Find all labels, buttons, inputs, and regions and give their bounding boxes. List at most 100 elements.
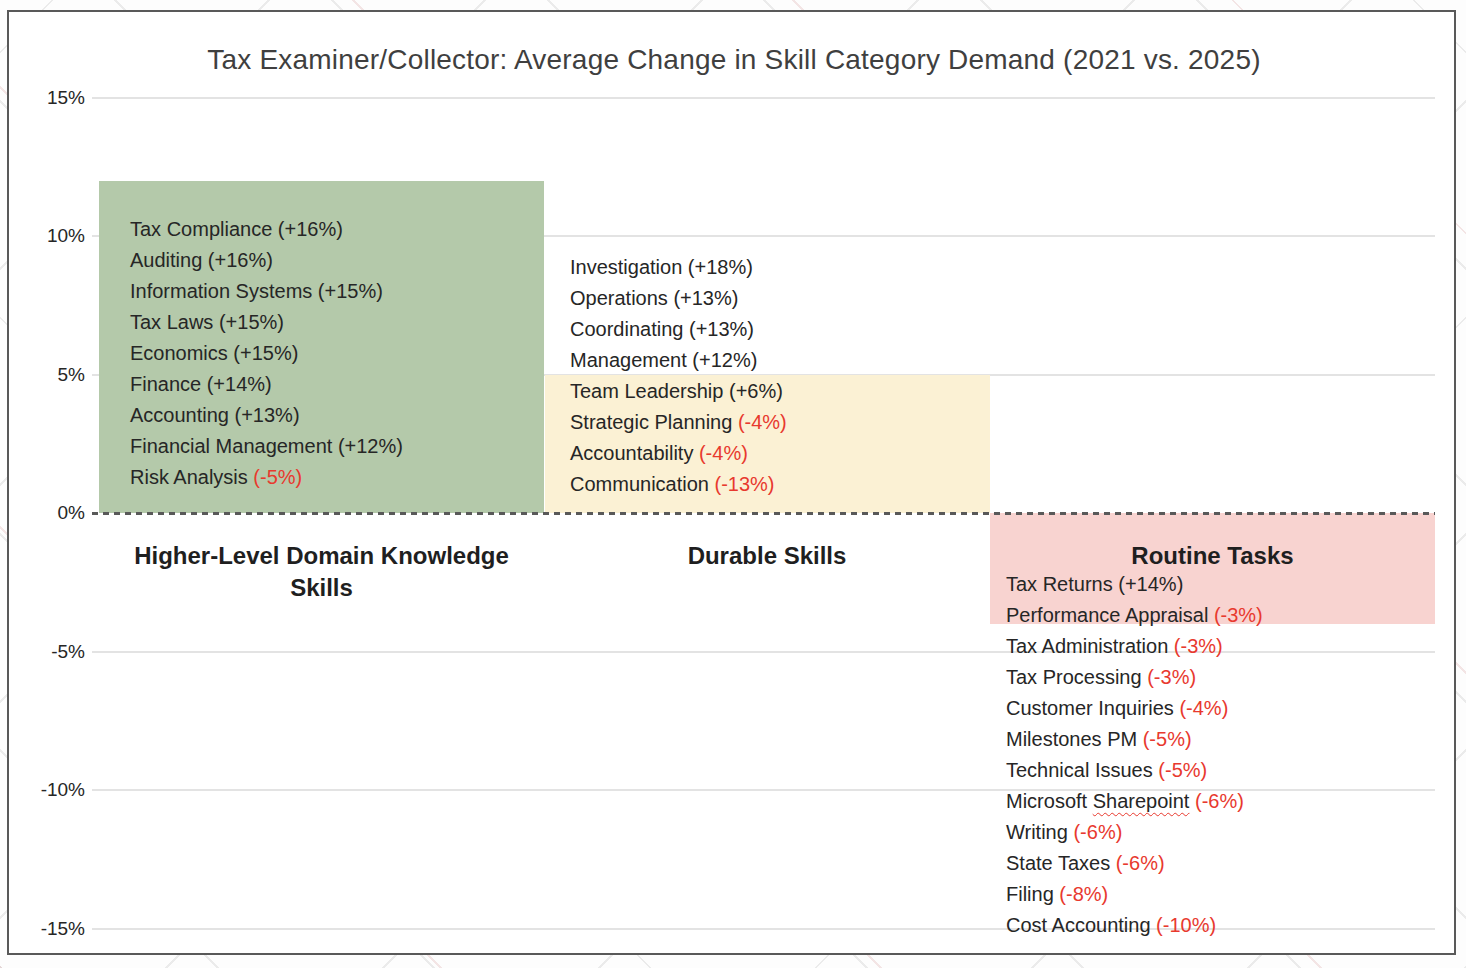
chart-title: Tax Examiner/Collector: Average Change i… <box>99 44 1369 76</box>
skill-label: Team Leadership <box>570 380 723 402</box>
skill-change-value: (-3%) <box>1142 666 1196 688</box>
skill-change-value: (+12%) <box>332 435 403 457</box>
skill-label: Risk Analysis <box>130 466 248 488</box>
category-label-routine-tasks: Routine Tasks <box>990 540 1435 572</box>
skill-change-value: (-4%) <box>693 442 747 464</box>
skill-label: Management <box>570 349 687 371</box>
skill-item-accountability: Accountability (-4%) <box>570 438 787 469</box>
skill-label: Tax Laws <box>130 311 213 333</box>
skill-label: Tax Compliance <box>130 218 272 240</box>
y-tick-label-5: 5% <box>9 361 85 389</box>
skill-label: Accounting <box>130 404 229 426</box>
category-label-text: Higher-Level Domain Knowledge Skills <box>107 540 537 604</box>
skill-change-value: (-3%) <box>1168 635 1222 657</box>
skill-change-value: (-6%) <box>1110 852 1164 874</box>
skill-label: Performance Appraisal <box>1006 604 1208 626</box>
skill-item-filing: Filing (-8%) <box>1006 879 1263 910</box>
skill-change-value: (+15%) <box>213 311 284 333</box>
skill-change-value: (-6%) <box>1068 821 1122 843</box>
skill-item-management: Management (+12%) <box>570 345 787 376</box>
skill-item-coordinating: Coordinating (+13%) <box>570 314 787 345</box>
skill-label: Communication <box>570 473 709 495</box>
skill-change-value: (+6%) <box>723 380 782 402</box>
skill-label: Auditing <box>130 249 202 271</box>
skill-label: Tax Administration <box>1006 635 1168 657</box>
skill-item-performance-appraisal: Performance Appraisal (-3%) <box>1006 600 1263 631</box>
skill-label: Writing <box>1006 821 1068 843</box>
skill-list-routine-tasks: Tax Returns (+14%)Performance Appraisal … <box>1006 569 1263 941</box>
skill-item-risk-analysis: Risk Analysis (-5%) <box>130 462 403 493</box>
skill-label: Coordinating <box>570 318 683 340</box>
skill-item-milestones-pm: Milestones PM (-5%) <box>1006 724 1263 755</box>
skill-label: Strategic Planning <box>570 411 732 433</box>
skill-change-value: (-13%) <box>709 473 775 495</box>
skill-change-value: (+18%) <box>682 256 753 278</box>
skill-item-strategic-planning: Strategic Planning (-4%) <box>570 407 787 438</box>
y-tick-label-10: 10% <box>9 222 85 250</box>
skill-label: Milestones PM <box>1006 728 1137 750</box>
zero-axis-line <box>92 512 1435 515</box>
skill-label: State Taxes <box>1006 852 1110 874</box>
skill-label: Customer Inquiries <box>1006 697 1174 719</box>
skill-change-value: (+16%) <box>272 218 343 240</box>
skill-label: Filing <box>1006 883 1054 905</box>
y-tick-label-15: 15% <box>9 84 85 112</box>
skill-label: Finance <box>130 373 201 395</box>
skill-item-technical-issues: Technical Issues (-5%) <box>1006 755 1263 786</box>
skill-item-tax-processing: Tax Processing (-3%) <box>1006 662 1263 693</box>
skill-item-cost-accounting: Cost Accounting (-10%) <box>1006 910 1263 941</box>
skill-change-value: (-6%) <box>1189 790 1243 812</box>
misspelled-word: Sharepoint <box>1093 790 1190 812</box>
skill-change-value: (-4%) <box>1174 697 1228 719</box>
skill-label: Microsoft Sharepoint <box>1006 790 1189 812</box>
skill-label: Financial Management <box>130 435 332 457</box>
y-tick-label-0: 0% <box>9 499 85 527</box>
skill-label: Information Systems <box>130 280 312 302</box>
skill-item-state-taxes: State Taxes (-6%) <box>1006 848 1263 879</box>
skill-change-value: (-5%) <box>1137 728 1191 750</box>
skill-change-value: (+13%) <box>683 318 754 340</box>
chart-container: Tax Examiner/Collector: Average Change i… <box>7 10 1456 955</box>
skill-label: Cost Accounting <box>1006 914 1151 936</box>
skill-item-communication: Communication (-13%) <box>570 469 787 500</box>
skill-item-customer-inquiries: Customer Inquiries (-4%) <box>1006 693 1263 724</box>
skill-change-value: (+13%) <box>229 404 300 426</box>
skill-change-value: (-5%) <box>248 466 302 488</box>
skill-change-value: (+16%) <box>202 249 273 271</box>
skill-label: Tax Processing <box>1006 666 1142 688</box>
category-label-durable-skills: Durable Skills <box>545 540 990 572</box>
category-label-text: Routine Tasks <box>1131 540 1293 572</box>
skill-label: Operations <box>570 287 668 309</box>
skill-change-value: (+12%) <box>687 349 758 371</box>
skill-item-tax-compliance: Tax Compliance (+16%) <box>130 214 403 245</box>
skill-change-value: (+13%) <box>668 287 739 309</box>
skill-change-value: (-4%) <box>732 411 786 433</box>
skill-item-auditing: Auditing (+16%) <box>130 245 403 276</box>
y-tick-label-15: -15% <box>9 915 85 943</box>
skill-item-team-leadership: Team Leadership (+6%) <box>570 376 787 407</box>
skill-item-finance: Finance (+14%) <box>130 369 403 400</box>
skill-label: Tax Returns <box>1006 573 1113 595</box>
y-tick-label-10: -10% <box>9 776 85 804</box>
category-label-text: Durable Skills <box>688 540 847 572</box>
category-label-higher-level-domain-knowledge-skills: Higher-Level Domain Knowledge Skills <box>99 540 544 604</box>
skill-item-economics: Economics (+15%) <box>130 338 403 369</box>
skill-item-microsoft-sharepoint: Microsoft Sharepoint (-6%) <box>1006 786 1263 817</box>
skill-list-durable-skills: Investigation (+18%)Operations (+13%)Coo… <box>570 252 787 500</box>
skill-label: Investigation <box>570 256 682 278</box>
skill-item-investigation: Investigation (+18%) <box>570 252 787 283</box>
skill-item-accounting: Accounting (+13%) <box>130 400 403 431</box>
skill-item-tax-laws: Tax Laws (+15%) <box>130 307 403 338</box>
skill-change-value: (-5%) <box>1153 759 1207 781</box>
y-tick-label-5: -5% <box>9 638 85 666</box>
skill-label: Economics <box>130 342 228 364</box>
gridline-15% <box>92 97 1435 99</box>
skill-change-value: (+15%) <box>228 342 299 364</box>
skill-label: Accountability <box>570 442 693 464</box>
skill-item-tax-returns: Tax Returns (+14%) <box>1006 569 1263 600</box>
skill-change-value: (+14%) <box>1113 573 1184 595</box>
skill-item-financial-management: Financial Management (+12%) <box>130 431 403 462</box>
skill-change-value: (+14%) <box>201 373 272 395</box>
skill-list-higher-level-domain-knowledge-skills: Tax Compliance (+16%)Auditing (+16%)Info… <box>130 214 403 493</box>
skill-item-tax-administration: Tax Administration (-3%) <box>1006 631 1263 662</box>
